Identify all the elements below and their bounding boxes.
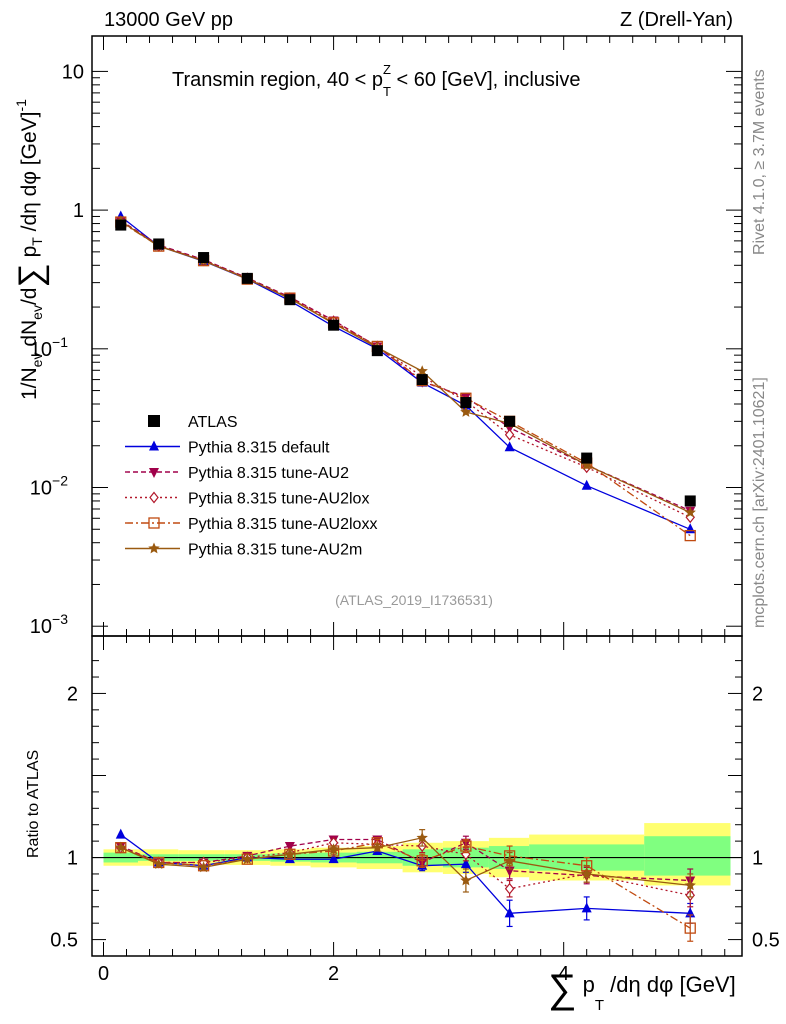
point-atlas: [328, 319, 340, 331]
legend-marker-atlas: [148, 415, 160, 427]
header-left: 13000 GeV pp: [104, 9, 233, 31]
ratio-point-default: [581, 902, 592, 913]
series-line-au2m: [120, 220, 691, 514]
legend-marker-au2lox: [149, 491, 159, 504]
legend-label-au2: Pythia 8.315 tune-AU2: [188, 465, 349, 482]
point-atlas: [581, 452, 593, 464]
ratio-point-au2loxx: [416, 855, 428, 867]
ratio-line-au2: [120, 838, 691, 882]
y-tick-label: 10−2: [30, 473, 68, 500]
top-y-axis-label: 1/Nev dNev/d∑ pT /dη dφ [GeV]-1: [12, 99, 50, 400]
analysis-watermark: (ATLAS_2019_I1736531): [335, 592, 493, 608]
stat-uncertainty-band: [644, 836, 731, 876]
point-au2m: [416, 365, 428, 376]
ratio-point-au2loxx: [684, 922, 696, 934]
ratio-point-au2m: [327, 843, 340, 855]
ratio-y-tick-label-right: 1: [752, 848, 763, 870]
rivet-version-label: Rivet 4.1.0, ≥ 3.7M events: [751, 69, 768, 255]
ratio-y-tick-label: 0.5: [50, 930, 78, 952]
point-atlas: [684, 495, 696, 507]
point-au2m: [460, 406, 472, 417]
point-atlas: [504, 415, 516, 427]
x-tick-label: 2: [328, 963, 339, 985]
ratio-point-au2m: [581, 867, 593, 879]
legend: ATLAS Pythia 8.315 default Pythia 8.315 tu…: [125, 414, 377, 559]
point-atlas: [416, 374, 428, 386]
ratio-panel-series-layer: [115, 828, 696, 942]
point-atlas: [153, 238, 165, 250]
point-default: [581, 479, 592, 490]
ratio-panel-frame: [91, 635, 743, 957]
ratio-point-au2m: [284, 848, 296, 860]
point-au2m: [581, 459, 593, 470]
x-tick-label: 0: [98, 963, 109, 985]
legend-label-au2lox: Pythia 8.315 tune-AU2lox: [188, 491, 369, 508]
ratio-y-tick-label: 2: [67, 683, 78, 705]
legend-label-au2m: Pythia 8.315 tune-AU2m: [188, 542, 362, 559]
y-tick-label: 10−1: [30, 334, 68, 361]
legend-label-au2loxx: Pythia 8.315 tune-AU2loxx: [188, 516, 377, 533]
point-default: [504, 441, 515, 452]
point-atlas: [115, 219, 127, 231]
legend-label-atlas: ATLAS: [188, 414, 238, 431]
y-tick-label: 10: [62, 61, 84, 83]
mcplots-label: mcplots.cern.ch [arXiv:2401.10621]: [751, 377, 768, 628]
ratio-line-default: [120, 834, 691, 914]
ratio-point-au2m: [503, 854, 516, 866]
ratio-point-au2m: [416, 831, 428, 843]
ratio-point-au2m: [460, 874, 472, 886]
ratio-y-tick-label: 1: [67, 848, 78, 870]
ratio-band-layer: [103, 823, 731, 886]
ratio-point-au2m: [684, 879, 696, 891]
ratio-point-default: [460, 858, 471, 869]
point-atlas: [284, 294, 296, 306]
ratio-point-au2m: [241, 853, 253, 864]
ratio-point-au2lox: [504, 882, 515, 895]
point-atlas: [371, 345, 383, 357]
ratio-y-axis-label: Ratio to ATLAS: [25, 750, 42, 858]
point-atlas: [198, 252, 210, 264]
ratio-point-au2m: [197, 861, 210, 873]
x-tick-label: 4: [558, 963, 569, 985]
point-atlas: [241, 272, 253, 284]
ratio-point-au2m: [115, 841, 127, 853]
ratio-point-au2m: [153, 858, 165, 869]
plot-title: Transmin region, 40 < pTZ < 60 [GeV], in…: [172, 62, 581, 99]
ratio-y-tick-label-right: 0.5: [752, 930, 780, 952]
y-tick-label: 10−3: [30, 611, 68, 638]
ratio-y-tick-label-right: 2: [752, 683, 763, 705]
ratio-point-au2m: [371, 841, 383, 853]
legend-marker-default: [149, 440, 159, 451]
series-line-au2: [120, 220, 691, 512]
y-tick-label: 1: [73, 200, 84, 222]
legend-label-default: Pythia 8.315 default: [188, 440, 330, 457]
header-right: Z (Drell-Yan): [620, 9, 733, 31]
series-line-au2lox: [120, 220, 691, 518]
ratio-point-au2loxx: [460, 840, 472, 852]
legend-marker-au2loxx: [148, 517, 160, 529]
axes-layer: 0 2 4 10 1 10−1 10−2 10−3 0.5 0.5 1 1 2 2: [30, 35, 780, 985]
point-au2loxx: [684, 529, 696, 542]
ratio-point-default: [328, 853, 339, 864]
x-axis-label: ∑ pT /dη dφ [GeV]: [548, 967, 736, 1014]
ratio-point-default: [115, 828, 126, 839]
series-line-au2loxx: [120, 221, 691, 537]
top-panel-series-layer: [115, 210, 696, 542]
point-au2m: [684, 506, 696, 518]
point-atlas: [460, 397, 472, 409]
point-au2lox: [504, 428, 515, 441]
ratio-line-au2m: [120, 837, 691, 887]
ratio-point-default: [504, 907, 515, 918]
legend-marker-au2m: [148, 542, 160, 554]
legend-marker-au2: [149, 468, 159, 478]
